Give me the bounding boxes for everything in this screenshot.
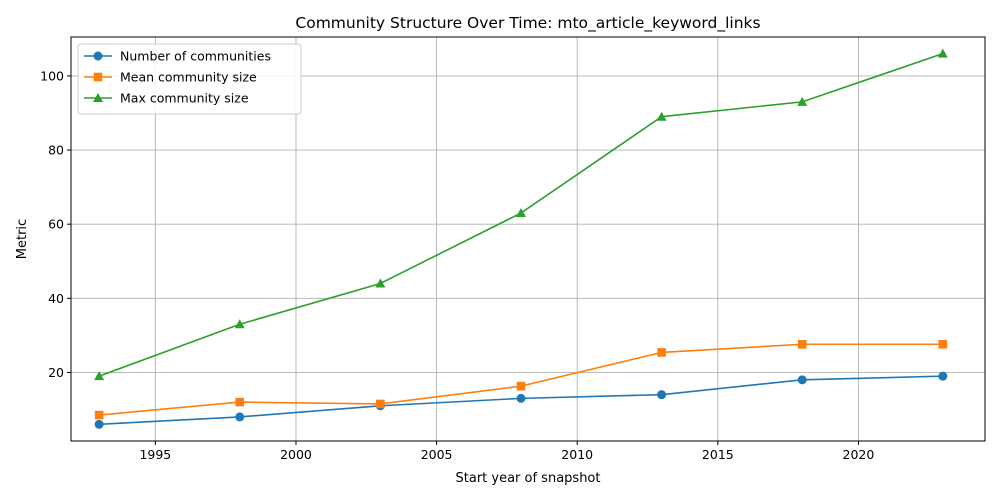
x-tick-label: 2010 xyxy=(561,447,593,462)
data-point xyxy=(657,348,666,357)
series-1 xyxy=(94,371,948,429)
data-point xyxy=(657,390,667,400)
data-point xyxy=(375,278,386,288)
x-axis: 1995 2000 2005 2010 2015 2020 xyxy=(139,441,874,462)
legend-label: Max community size xyxy=(120,91,249,106)
x-axis-label: Start year of snapshot xyxy=(456,471,601,486)
data-point xyxy=(94,419,104,429)
legend-entry: Max community size xyxy=(84,91,249,106)
data-point xyxy=(937,48,948,58)
data-point xyxy=(797,96,808,106)
data-point xyxy=(656,111,667,121)
data-point xyxy=(516,393,526,403)
x-tick-label: 2005 xyxy=(421,447,453,462)
chart-title: Community Structure Over Time: mto_artic… xyxy=(295,14,760,33)
legend-box xyxy=(77,43,302,115)
data-point xyxy=(797,339,807,349)
data-point xyxy=(376,399,385,409)
data-point xyxy=(938,371,948,381)
y-axis-label: Metric xyxy=(15,219,30,259)
x-tick-label: 2015 xyxy=(702,447,734,462)
series-layer xyxy=(94,48,948,429)
series-3 xyxy=(94,48,948,381)
data-point xyxy=(515,208,526,218)
data-point xyxy=(94,410,104,420)
x-tick-label: 2000 xyxy=(280,447,312,462)
legend-entry: Number of communities xyxy=(84,49,271,64)
x-tick-label: 1995 xyxy=(139,447,171,462)
legend: Number of communities Mean community size… xyxy=(77,43,302,115)
data-point xyxy=(235,397,245,407)
y-tick-label: 20 xyxy=(48,365,64,380)
legend-marker xyxy=(93,72,103,82)
data-point xyxy=(234,319,245,329)
data-point xyxy=(235,412,245,422)
grid xyxy=(71,37,985,441)
plot-frame xyxy=(70,36,986,442)
data-point xyxy=(797,375,807,385)
y-axis: 20 40 60 80 100 xyxy=(40,68,71,380)
y-tick-label: 80 xyxy=(48,143,64,158)
legend-entry: Mean community size xyxy=(84,70,257,85)
legend-label: Mean community size xyxy=(120,70,257,85)
data-point xyxy=(938,339,948,349)
y-tick-label: 60 xyxy=(48,217,64,232)
legend-marker xyxy=(93,93,103,102)
x-tick-label: 2020 xyxy=(843,447,875,462)
y-tick-label: 40 xyxy=(48,291,64,306)
legend-label: Number of communities xyxy=(120,49,271,64)
y-tick-label: 100 xyxy=(40,68,64,83)
legend-marker xyxy=(93,51,103,61)
series-2 xyxy=(94,339,948,420)
data-point xyxy=(94,371,105,381)
data-point xyxy=(516,381,526,391)
